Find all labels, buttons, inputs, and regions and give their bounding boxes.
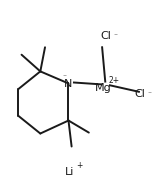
Text: Cl: Cl [134,89,145,99]
Text: N: N [64,79,72,89]
Text: Mg: Mg [95,83,111,92]
Text: Cl: Cl [101,31,111,41]
Text: ⁻: ⁻ [147,89,151,98]
Text: ⁻: ⁻ [113,32,117,41]
Text: Li: Li [65,167,75,176]
Text: +: + [76,161,83,170]
Text: 2+: 2+ [108,76,119,85]
Text: ⁻: ⁻ [63,72,67,81]
